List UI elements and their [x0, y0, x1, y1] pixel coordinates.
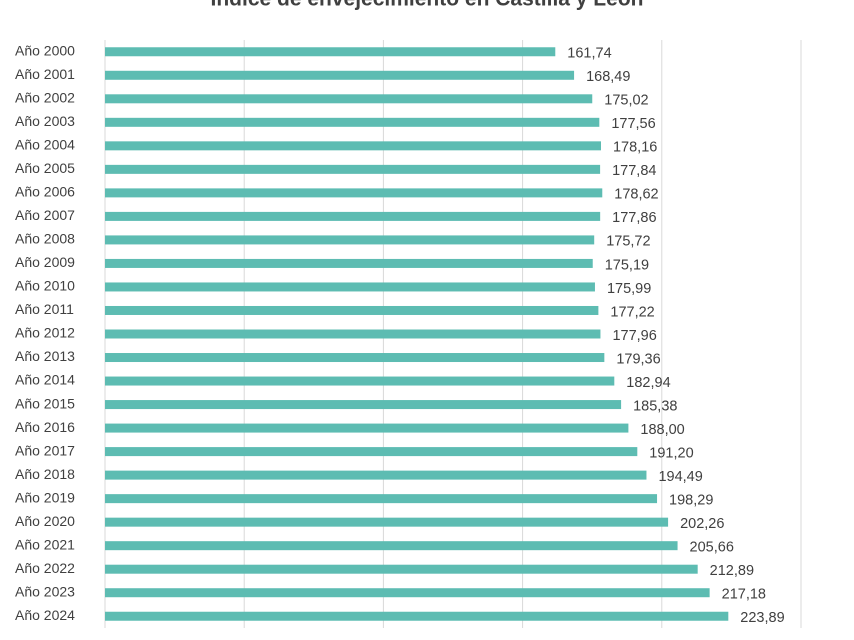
y-tick-label: Año 2004: [15, 137, 75, 153]
bar: [105, 117, 600, 127]
y-tick-label: Año 2023: [15, 583, 75, 599]
value-label: 177,86: [612, 210, 656, 226]
value-label: 194,49: [658, 469, 702, 485]
value-label: 175,19: [605, 257, 649, 273]
y-tick-label: Año 2015: [15, 395, 75, 411]
y-tick-label: Año 2018: [15, 466, 75, 482]
y-tick-label: Año 2017: [15, 442, 75, 458]
bar: [105, 188, 603, 198]
bar: [105, 494, 658, 504]
y-tick-label: Año 2002: [15, 90, 75, 106]
bar: [105, 470, 647, 480]
bar: [105, 282, 595, 292]
value-label: 217,18: [722, 587, 766, 603]
y-tick-label: Año 2001: [15, 66, 75, 82]
y-tick-label: Año 2007: [15, 207, 75, 223]
bar: [105, 94, 593, 104]
bar: [105, 258, 593, 268]
y-tick-label: Año 2009: [15, 254, 75, 270]
value-label: 185,38: [633, 398, 677, 414]
bar: [105, 564, 698, 574]
y-tick-label: Año 2022: [15, 560, 75, 576]
y-tick-label: Año 2021: [15, 536, 75, 552]
bar: [105, 141, 601, 151]
value-label: 212,89: [710, 563, 754, 579]
value-label: 198,29: [669, 492, 713, 508]
bar: [105, 423, 629, 433]
value-label: 177,84: [612, 163, 656, 179]
bar: [105, 400, 622, 410]
value-label: 168,49: [586, 69, 630, 85]
bar: [105, 353, 605, 363]
y-tick-label: Año 2010: [15, 278, 75, 294]
y-tick-label: Año 2013: [15, 348, 75, 364]
value-label: 177,96: [612, 328, 656, 344]
value-label: 175,02: [604, 93, 648, 109]
value-label: 202,26: [680, 516, 724, 532]
value-label: 188,00: [640, 422, 684, 438]
value-label: 177,56: [611, 116, 655, 132]
value-label: 175,72: [606, 234, 650, 250]
bar: [105, 47, 556, 57]
value-label: 182,94: [626, 375, 670, 391]
y-tick-label: Año 2011: [15, 301, 74, 317]
y-tick-label: Año 2008: [15, 231, 75, 247]
bar: [105, 305, 599, 315]
value-label: 178,16: [613, 140, 657, 156]
bar: [105, 611, 729, 621]
bar: [105, 235, 595, 245]
bar: [105, 447, 638, 457]
y-tick-label: Año 2000: [15, 42, 75, 58]
y-tick-label: Año 2003: [15, 113, 75, 129]
value-label: 179,36: [616, 351, 660, 367]
value-label: 177,22: [610, 304, 654, 320]
y-tick-label: Año 2016: [15, 419, 75, 435]
value-label: 223,89: [740, 610, 784, 626]
y-tick-label: Año 2012: [15, 325, 75, 341]
y-tick-label: Año 2020: [15, 513, 75, 529]
value-label: 161,74: [567, 46, 611, 62]
value-label: 205,66: [690, 540, 734, 556]
y-tick-label: Año 2006: [15, 184, 75, 200]
bar: [105, 588, 710, 598]
y-tick-label: Año 2019: [15, 489, 75, 505]
value-label: 191,20: [649, 445, 693, 461]
bar: [105, 376, 615, 386]
bar: [105, 70, 575, 80]
value-label: 178,62: [614, 187, 658, 203]
y-tick-label: Año 2005: [15, 160, 75, 176]
bar: [105, 517, 669, 527]
value-label: 175,99: [607, 281, 651, 297]
bar: [105, 211, 601, 221]
y-tick-label: Año 2014: [15, 372, 75, 388]
bar: [105, 329, 601, 339]
chart-title: Índice de envejecimiento en Castilla y L…: [211, 0, 644, 11]
y-tick-label: Año 2024: [15, 607, 75, 623]
bar: [105, 164, 601, 174]
bar: [105, 541, 678, 551]
